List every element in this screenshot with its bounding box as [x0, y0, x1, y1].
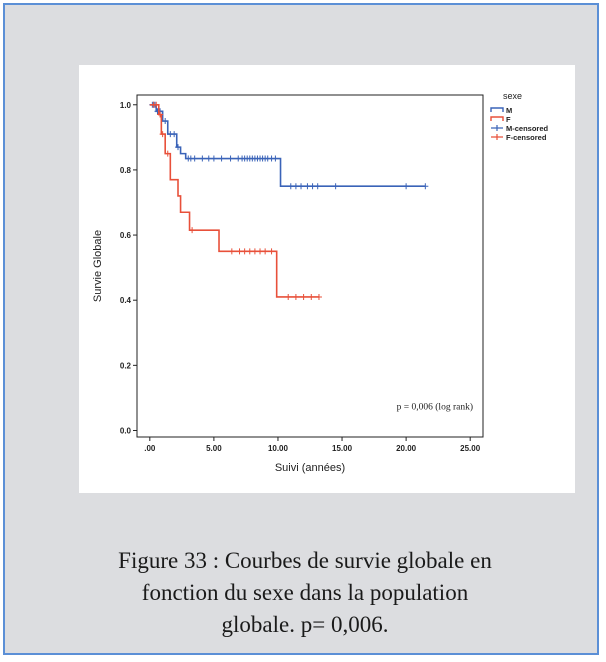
x-tick-label: 25.00	[460, 444, 481, 453]
censor-mark-F	[251, 248, 258, 255]
censor-mark-M	[422, 183, 429, 190]
censor-mark-M	[199, 155, 206, 162]
censor-mark-M	[210, 155, 217, 162]
censor-mark-M	[332, 183, 339, 190]
censor-mark-F	[292, 293, 299, 300]
legend-swatch-F	[490, 116, 504, 121]
x-tick-label: 15.00	[332, 444, 353, 453]
censor-mark-F	[159, 131, 166, 138]
chart-panel: 0.0 0.2 0.4 0.6 0.8 1.0 .00 5.00 10.00 15.00 20.00…	[79, 65, 575, 493]
censor-mark-M	[218, 155, 225, 162]
censor-mark-F	[189, 227, 196, 234]
legend-label-F: F	[506, 115, 511, 124]
censor-mark-M	[309, 183, 316, 190]
caption-line-1: Figure 33 : Courbes de survie globale en	[118, 548, 492, 573]
legend-swatch-M	[490, 107, 504, 112]
y-tick-label: 1.0	[120, 101, 132, 110]
censor-mark-F	[268, 248, 275, 255]
censor-mark-M	[175, 144, 182, 151]
legend-label-F-censored: F-censored	[506, 133, 547, 142]
caption-line-2: fonction du sexe dans la population	[141, 580, 469, 605]
censor-mark-F	[157, 111, 164, 118]
censor-mark-F	[308, 293, 315, 300]
figure-frame: 0.0 0.2 0.4 0.6 0.8 1.0 .00 5.00 10.00 15.00 20.00…	[3, 3, 599, 655]
x-tick-label: .00	[144, 444, 156, 453]
series-line-M	[149, 103, 426, 187]
survival-chart: 0.0 0.2 0.4 0.6 0.8 1.0 .00 5.00 10.00 15.00 20.00…	[92, 91, 549, 474]
censor-mark-M	[298, 183, 305, 190]
series-line-F	[149, 103, 319, 298]
x-tick-label: 10.00	[268, 444, 289, 453]
censor-mark-F	[262, 248, 269, 255]
censor-mark-M	[304, 183, 311, 190]
legend-title: sexe	[503, 91, 522, 101]
censor-mark-M	[205, 155, 212, 162]
censor-mark-F	[153, 101, 160, 108]
censor-mark-M	[162, 118, 169, 125]
y-axis-label: Survie Globale	[92, 230, 104, 302]
censor-mark-F	[257, 248, 264, 255]
y-tick-label: 0.8	[120, 166, 132, 175]
censor-mark-M	[287, 183, 294, 190]
y-tick-label: 0.2	[120, 361, 132, 370]
censor-mark-M	[191, 155, 198, 162]
plot-frame	[136, 94, 484, 438]
caption-line-3: globale. p= 0,006.	[221, 612, 389, 637]
y-tick-label: 0.6	[120, 231, 132, 240]
censor-mark-M	[314, 183, 321, 190]
censor-mark-F	[164, 150, 171, 157]
legend-swatch-F-censored	[491, 134, 503, 140]
legend-label-M-censored: M-censored	[506, 124, 549, 133]
censor-mark-F	[241, 248, 248, 255]
censor-mark-M	[227, 155, 234, 162]
legend-swatch-M-censored	[491, 125, 503, 131]
censor-mark-M	[272, 155, 279, 162]
censor-mark-F	[228, 248, 235, 255]
censor-mark-F	[285, 293, 292, 300]
x-axis-label: Suivi (années)	[275, 462, 345, 474]
censor-mark-M	[292, 183, 299, 190]
censor-mark-F	[236, 248, 243, 255]
x-tick-label: 20.00	[396, 444, 417, 453]
censor-mark-F	[300, 293, 307, 300]
x-tick-label: 5.00	[206, 444, 222, 453]
y-tick-label: 0.4	[120, 296, 132, 305]
legend-label-M: M	[506, 106, 512, 115]
figure-caption: Figure 33 : Courbes de survie globale en…	[45, 545, 565, 641]
p-value-annotation: p = 0,006 (log rank)	[397, 401, 473, 412]
censor-mark-M	[403, 183, 410, 190]
censor-mark-F	[246, 248, 253, 255]
censor-mark-F	[315, 293, 322, 300]
censor-mark-M	[171, 131, 178, 138]
y-tick-label: 0.0	[120, 426, 132, 435]
